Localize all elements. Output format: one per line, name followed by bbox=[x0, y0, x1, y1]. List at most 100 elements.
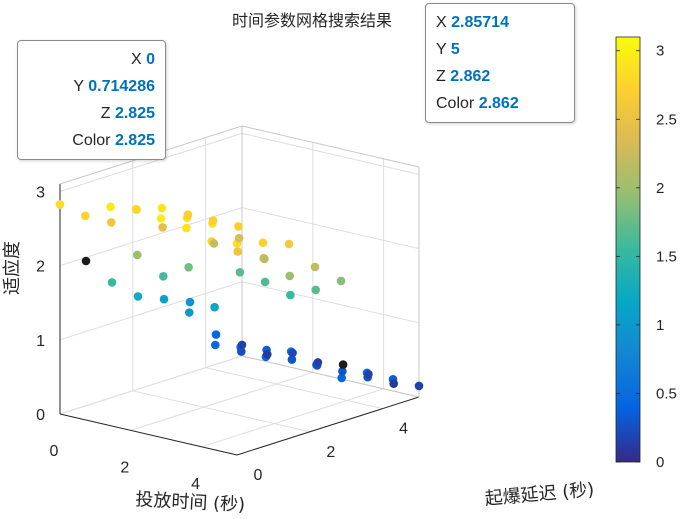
x-axis-label: 投放时间 (秒) bbox=[135, 489, 246, 516]
data-point bbox=[185, 297, 195, 307]
data-point bbox=[211, 340, 220, 350]
data-point bbox=[258, 238, 268, 247]
datatip-1-color-value: 2.825 bbox=[114, 132, 155, 149]
z-tick-label: 1 bbox=[36, 333, 45, 350]
data-point bbox=[338, 367, 347, 376]
grid-line bbox=[241, 281, 420, 324]
data-point bbox=[133, 250, 142, 260]
box-edge bbox=[241, 355, 420, 398]
x-tick-label: 2 bbox=[120, 459, 129, 476]
data-point bbox=[337, 373, 347, 383]
data-point bbox=[234, 222, 243, 231]
data-point bbox=[159, 272, 168, 281]
datatip-2-color-value: 2.862 bbox=[478, 95, 519, 112]
grid-line bbox=[130, 371, 313, 431]
y-axis-line bbox=[236, 396, 420, 456]
y-axis-label: 起爆延迟 (秒) bbox=[484, 479, 595, 509]
datatip-1-y-label: Y bbox=[73, 78, 84, 95]
data-point bbox=[233, 247, 242, 256]
colorbar-tick-label: 0 bbox=[656, 454, 664, 471]
data-point bbox=[260, 277, 270, 287]
data-point bbox=[234, 233, 244, 243]
colorbar-tick-label: 1 bbox=[656, 317, 664, 334]
datatip-2[interactable]: X 2.85714 Y 5 Z 2.862 Color 2.862 bbox=[425, 3, 575, 123]
colorbar-tick-label: 3 bbox=[656, 43, 664, 60]
data-point bbox=[263, 350, 272, 359]
data-point bbox=[336, 276, 346, 286]
axes-grid bbox=[59, 125, 420, 456]
data-point bbox=[156, 214, 166, 223]
colorbar-tick-label: 2.5 bbox=[656, 111, 677, 128]
data-point bbox=[184, 263, 193, 272]
data-point bbox=[107, 278, 117, 287]
data-point bbox=[209, 239, 219, 248]
datatip-2-y-value: 5 bbox=[450, 41, 460, 58]
data-point bbox=[313, 358, 323, 367]
data-point bbox=[157, 203, 167, 213]
data-point bbox=[260, 254, 269, 264]
data-point bbox=[286, 290, 295, 300]
data-point bbox=[159, 294, 169, 304]
datatip-2-z-label: Z bbox=[436, 68, 446, 85]
data-points bbox=[55, 200, 424, 391]
data-point bbox=[106, 202, 115, 212]
box-edge bbox=[241, 125, 420, 168]
grid-line bbox=[132, 390, 310, 433]
datatip-2-y-label: Y bbox=[436, 41, 447, 58]
datatip-2-x-value: 2.85714 bbox=[451, 14, 509, 31]
data-point bbox=[287, 355, 297, 364]
data-point bbox=[183, 210, 193, 219]
data-point bbox=[158, 223, 167, 232]
data-point bbox=[389, 379, 399, 389]
data-point bbox=[284, 239, 294, 249]
y-tick-label: 4 bbox=[399, 421, 408, 438]
datatip-2-x-label: X bbox=[436, 14, 447, 31]
datatip-2-z-value: 2.862 bbox=[450, 68, 491, 85]
z-axis-label: 适应度 bbox=[2, 241, 23, 295]
datatip-2-color-label: Color bbox=[436, 95, 475, 112]
x-axis-line bbox=[59, 413, 238, 456]
datatip-1-z-value: 2.825 bbox=[114, 105, 155, 122]
data-point bbox=[133, 292, 143, 301]
colorbar bbox=[615, 36, 641, 463]
y-tick-label: 2 bbox=[326, 444, 335, 461]
z-tick-label: 2 bbox=[36, 259, 45, 276]
datatip-1-color-label: Color bbox=[72, 132, 111, 149]
data-point bbox=[185, 308, 194, 317]
data-point bbox=[285, 271, 295, 281]
data-point bbox=[364, 369, 373, 379]
data-point bbox=[235, 268, 245, 277]
data-point bbox=[132, 205, 141, 214]
colorbar-ticks: 0 0.5 1 1.5 2 2.5 3 bbox=[616, 43, 677, 471]
data-point bbox=[310, 262, 320, 272]
colorbar-tick-label: 0.5 bbox=[656, 385, 677, 402]
data-point bbox=[237, 340, 247, 350]
grid-line bbox=[201, 388, 384, 448]
grid-line bbox=[205, 367, 383, 410]
colorbar-tick-label: 2 bbox=[656, 180, 664, 197]
y-tick-label: 0 bbox=[254, 467, 263, 484]
data-point bbox=[338, 360, 348, 369]
grid-line bbox=[241, 207, 420, 250]
z-tick-label: 3 bbox=[36, 184, 45, 201]
grid-line bbox=[59, 132, 243, 192]
data-point bbox=[210, 302, 219, 312]
data-point bbox=[81, 256, 91, 266]
x-tick-label: 4 bbox=[191, 476, 200, 493]
data-point bbox=[81, 211, 90, 221]
data-point bbox=[414, 381, 424, 391]
datatip-1-x-value: 0 bbox=[146, 51, 155, 68]
data-point bbox=[107, 218, 116, 227]
datatip-1[interactable]: X 0 Y 0.714286 Z 2.825 Color 2.825 bbox=[17, 40, 166, 160]
chart-title: 时间参数网格搜索结果 bbox=[232, 11, 392, 30]
tick-labels: 0 2 4 0 2 4 0 1 2 3 bbox=[36, 184, 408, 492]
data-point bbox=[311, 285, 321, 295]
colorbar-tick-label: 1.5 bbox=[656, 248, 677, 265]
grid-line bbox=[59, 281, 243, 341]
x-tick-label: 0 bbox=[50, 443, 59, 460]
datatip-1-y-value: 0.714286 bbox=[88, 78, 155, 95]
data-point bbox=[288, 348, 297, 358]
data-point bbox=[237, 347, 246, 356]
data-point bbox=[211, 330, 221, 339]
